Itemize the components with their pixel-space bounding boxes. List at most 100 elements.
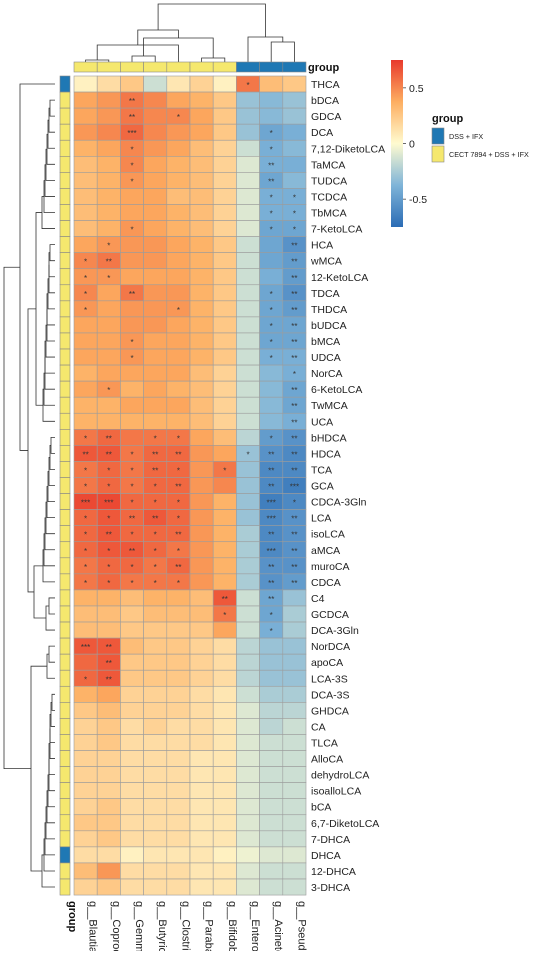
- significance-mark: *: [130, 483, 133, 492]
- heatmap-cell: [189, 236, 214, 253]
- heatmap-cell: [189, 348, 214, 366]
- heatmap-cell: [236, 846, 260, 864]
- row-group-cell: [59, 300, 71, 318]
- row-dendrogram-branch: [44, 340, 55, 374]
- row-group-cell: [59, 798, 71, 816]
- heatmap-cell: [73, 204, 98, 221]
- heatmap-cell: [120, 396, 144, 414]
- heatmap-cell: [120, 814, 144, 832]
- heatmap-cell: [73, 605, 98, 623]
- heatmap-cell: [166, 862, 191, 880]
- heatmap-cell: [166, 605, 191, 623]
- row-label: 3-DHCA: [311, 882, 350, 894]
- row-group-cell: [59, 605, 71, 623]
- heatmap-cell: [236, 653, 260, 671]
- heatmap-cell: [189, 637, 214, 655]
- row-label: TUDCA: [311, 175, 347, 187]
- significance-mark: ***: [81, 499, 90, 508]
- significance-mark: *: [84, 675, 87, 684]
- heatmap-cell: [73, 621, 98, 639]
- heatmap-cell: [120, 300, 144, 318]
- significance-mark: **: [129, 547, 135, 556]
- heatmap-cell: [189, 316, 214, 334]
- heatmap-cell: [259, 236, 284, 253]
- heatmap-cell: [282, 782, 307, 800]
- heatmap-cell: [212, 75, 237, 93]
- column-annotation-label: group: [308, 62, 339, 74]
- significance-mark: **: [291, 579, 297, 588]
- heatmap-cell: [120, 702, 144, 719]
- significance-mark: **: [82, 450, 88, 459]
- row-group-cell: [59, 653, 71, 671]
- column-group-cell: [282, 61, 307, 73]
- row-group-cell: [59, 284, 71, 302]
- row-dendrogram-branch: [48, 597, 55, 615]
- heatmap-cell: [282, 766, 307, 783]
- heatmap-cell: [236, 204, 260, 221]
- heatmap-cell: [166, 750, 191, 767]
- heatmap-cell: [236, 798, 260, 816]
- heatmap-cell: [212, 718, 237, 735]
- row-label: CA: [311, 721, 326, 733]
- significance-mark: *: [84, 563, 87, 572]
- significance-mark: *: [293, 499, 296, 508]
- heatmap-cell: [259, 653, 284, 671]
- significance-mark: **: [268, 563, 274, 572]
- row-label: GCDCA: [311, 609, 349, 621]
- heatmap-cell: [259, 750, 284, 767]
- significance-mark: *: [270, 290, 273, 299]
- heatmap-cell: [189, 846, 214, 864]
- significance-mark: **: [152, 515, 158, 524]
- column-label: g__Coprococcus: [110, 901, 122, 951]
- row-group-cell: [59, 862, 71, 880]
- row-label: UCA: [311, 416, 333, 428]
- heatmap-cell: [166, 188, 191, 205]
- heatmap-cell: [73, 91, 98, 109]
- row-label: bUDCA: [311, 320, 347, 332]
- heatmap-cell: [189, 557, 214, 575]
- heatmap-cell: [166, 637, 191, 655]
- heatmap-cell: [120, 75, 144, 93]
- heatmap-cell: [236, 718, 260, 735]
- heatmap-cell: [212, 525, 237, 543]
- heatmap-cell: [73, 107, 98, 125]
- heatmap-cell: [166, 396, 191, 414]
- heatmap-cell: [166, 348, 191, 366]
- significance-mark: **: [129, 515, 135, 524]
- heatmap-cell: [212, 557, 237, 575]
- heatmap-cell: [259, 862, 284, 880]
- heatmap-cell: [212, 750, 237, 767]
- heatmap-cell: [143, 236, 168, 253]
- row-label: GHDCA: [311, 705, 349, 717]
- heatmap-cell: [120, 316, 144, 334]
- row-dendrogram-branch: [51, 693, 55, 711]
- row-group-cell: [59, 236, 71, 253]
- column-group-cell: [143, 61, 168, 73]
- row-group-cell: [59, 621, 71, 639]
- column-label: g__Acinetobacter: [272, 901, 284, 951]
- row-group-cell: [59, 380, 71, 398]
- heatmap-cell: [143, 669, 168, 687]
- significance-mark: *: [177, 499, 180, 508]
- heatmap-cell: [282, 621, 307, 639]
- significance-mark: *: [107, 579, 110, 588]
- heatmap-cell: [143, 750, 168, 767]
- heatmap-cell: [189, 669, 214, 687]
- row-label: isoLCA: [311, 529, 345, 541]
- heatmap-cell: [143, 878, 168, 896]
- row-group-cell: [59, 637, 71, 655]
- heatmap-cell: [73, 172, 98, 189]
- heatmap-cell: [212, 139, 237, 157]
- row-label: THCA: [311, 79, 340, 91]
- heatmap-cell: [120, 637, 144, 655]
- row-group-cell: [59, 493, 71, 510]
- heatmap-cell: [166, 204, 191, 221]
- column-label: g__Enterococcus: [249, 901, 261, 951]
- heatmap-cell: [212, 798, 237, 816]
- heatmap-cell: [282, 734, 307, 751]
- significance-mark: **: [291, 322, 297, 331]
- significance-mark: *: [177, 547, 180, 556]
- significance-mark: *: [130, 466, 133, 475]
- heatmap-cell: [236, 268, 260, 286]
